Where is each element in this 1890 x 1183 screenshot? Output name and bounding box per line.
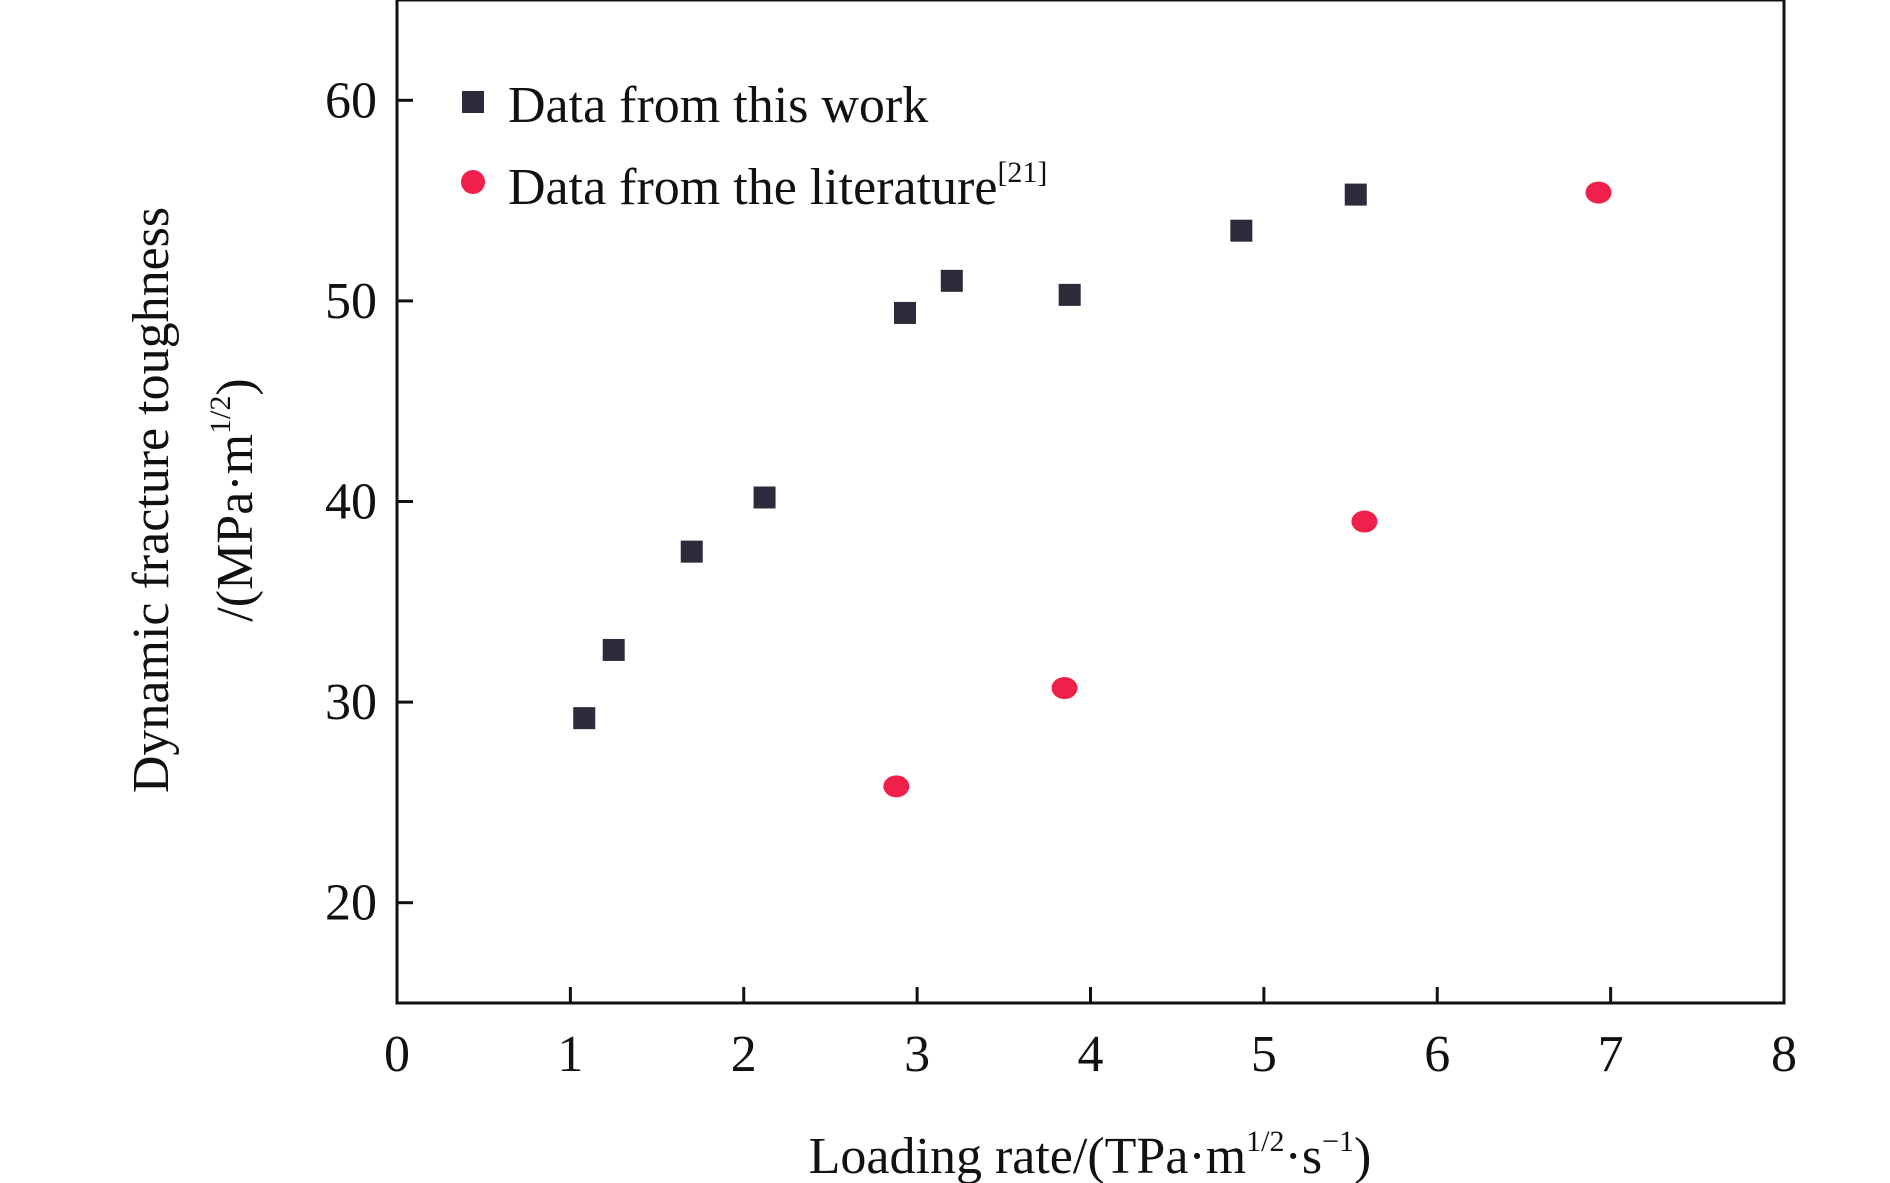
data-point-square bbox=[680, 540, 703, 563]
y-axis-label-line-2: /(MPa·m1/2) bbox=[204, 378, 264, 621]
data-point-circle bbox=[1051, 677, 1078, 700]
legend-circle-marker bbox=[461, 170, 485, 194]
data-point-circle bbox=[1585, 181, 1612, 204]
y-tick-label: 30 bbox=[325, 674, 377, 731]
data-point-square bbox=[573, 707, 596, 730]
x-tick-label: 7 bbox=[1598, 1026, 1624, 1083]
legend-entry-series-2: Data from the literature[21] bbox=[461, 156, 1047, 216]
data-point-square bbox=[1058, 283, 1081, 306]
x-tick-label: 0 bbox=[384, 1026, 410, 1083]
x-tick-label: 1 bbox=[557, 1026, 583, 1083]
data-point-square bbox=[1344, 183, 1367, 206]
x-tick-label: 5 bbox=[1251, 1026, 1277, 1083]
legend: Data from this work Data from the litera… bbox=[461, 77, 1047, 216]
y-tick-label: 40 bbox=[325, 474, 377, 531]
y-tick-label: 60 bbox=[325, 72, 377, 129]
data-points bbox=[573, 181, 1612, 798]
plot-frame bbox=[395, 0, 1786, 1005]
y-tick-label: 20 bbox=[325, 875, 377, 932]
y-axis-label-line-1: Dynamic fracture toughness bbox=[123, 207, 180, 793]
y-axis: 20 30 40 50 60 bbox=[325, 72, 413, 932]
x-axis: 0 1 2 3 4 5 6 7 8 bbox=[384, 987, 1797, 1083]
data-point-square bbox=[940, 269, 963, 292]
x-tick-label: 3 bbox=[904, 1026, 930, 1083]
data-point-square bbox=[1230, 219, 1253, 242]
legend-entry-series-1: Data from this work bbox=[462, 77, 928, 134]
data-point-square bbox=[753, 486, 776, 509]
x-tick-label: 8 bbox=[1771, 1026, 1797, 1083]
data-point-square bbox=[893, 301, 916, 324]
x-tick-label: 6 bbox=[1424, 1026, 1450, 1083]
x-tick-label: 4 bbox=[1078, 1026, 1104, 1083]
x-tick-label: 2 bbox=[731, 1026, 757, 1083]
data-point-square bbox=[602, 638, 625, 661]
data-point-circle bbox=[1351, 510, 1378, 533]
x-axis-label: Loading rate/(TPa·m1/2·s−1) bbox=[809, 1125, 1372, 1183]
y-tick-label: 50 bbox=[325, 273, 377, 330]
legend-label-series-1: Data from this work bbox=[508, 77, 928, 134]
data-point-circle bbox=[883, 775, 910, 798]
legend-square-marker bbox=[462, 91, 484, 113]
legend-label-series-2: Data from the literature[21] bbox=[508, 156, 1047, 216]
